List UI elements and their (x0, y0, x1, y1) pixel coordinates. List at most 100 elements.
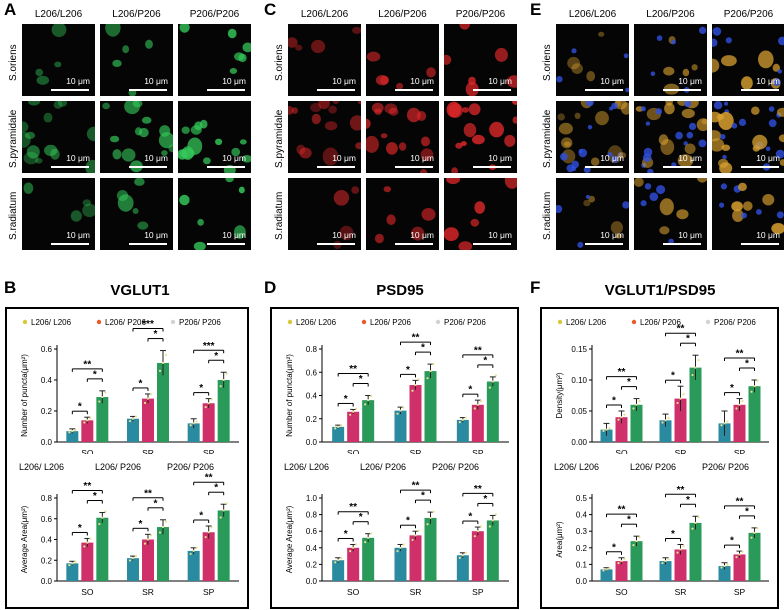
data-point (219, 516, 222, 519)
sig-label: * (483, 494, 487, 505)
cell-body (44, 144, 58, 156)
cell-body (691, 64, 698, 71)
nucleus (640, 106, 646, 112)
region-label: S.oriens (542, 44, 553, 81)
cell-staining (366, 51, 436, 90)
genotype-header: L206/ P206 (95, 462, 141, 472)
data-point (207, 531, 210, 534)
data-point (101, 516, 104, 519)
cell-body (448, 103, 463, 118)
bar (81, 542, 94, 581)
chart-title-vglut1-psd95: VGLUT1/PSD95 (604, 282, 716, 299)
chart-f-density: L206/ L206 L206/ P206 P206/ P206 0.00 0.05 0.… (555, 318, 769, 454)
cell-body (161, 150, 168, 156)
region-label: S.oriens (274, 44, 285, 81)
scale-bar (663, 243, 701, 245)
data-point (726, 420, 729, 423)
chart-b-area: L206/ L206 L206/ P206 P206/ P206 0.0 0.2 0.4 0… (19, 462, 239, 597)
cell-body (227, 28, 237, 39)
cell-body (574, 112, 581, 119)
cell-body (102, 102, 110, 110)
data-point (131, 557, 135, 560)
y-tick-label: 0.8 (306, 345, 318, 354)
cell-body (135, 127, 143, 136)
cell-body (82, 199, 91, 207)
data-point (104, 391, 107, 394)
sig-label: * (93, 491, 97, 502)
data-point (158, 369, 162, 372)
region-label: S.pyramidale (274, 109, 285, 169)
data-point (741, 550, 744, 553)
cell-body (512, 116, 517, 124)
micrograph-tile: 10 μm (22, 24, 95, 96)
micrograph-tile: 10 μm (366, 101, 439, 173)
genotype-label: L206/P206 (378, 9, 427, 20)
data-point (617, 418, 620, 421)
cell-body (610, 221, 623, 234)
y-tick-label: 0.00 (571, 438, 587, 447)
sig-label: *** (142, 319, 154, 330)
sig-label: * (468, 512, 472, 523)
category-label: SO (615, 448, 628, 454)
cell-body (738, 182, 747, 192)
cell-body (664, 102, 675, 115)
data-point (402, 406, 405, 409)
data-point (620, 559, 623, 563)
data-point (352, 546, 355, 549)
nucleus (684, 101, 692, 108)
data-point (726, 563, 729, 566)
cell-body (132, 101, 143, 108)
data-point (476, 530, 479, 533)
y-axis-label: Average Area(μm²) (20, 505, 29, 573)
cell-body (772, 63, 780, 72)
data-point (355, 543, 358, 546)
bar (127, 558, 139, 581)
cell-body (712, 111, 722, 123)
legend-label: P206/ P206 (179, 318, 221, 327)
data-point (667, 417, 670, 420)
cell-body (607, 145, 623, 164)
sig-label: * (745, 359, 749, 370)
bar (217, 380, 230, 442)
micrograph-tile: 10 μm (444, 24, 517, 96)
micrograph-tile: 10 μm (366, 178, 439, 250)
category-label: SR (410, 448, 422, 454)
cell-body (778, 134, 784, 143)
nucleus (644, 183, 652, 190)
cell-body (82, 203, 95, 218)
scale-bar-label: 10 μm (756, 153, 780, 163)
micrograph-tile: 10 μm (366, 24, 439, 96)
data-point (134, 415, 138, 418)
data-point (164, 520, 168, 523)
legend-label: L206/ P206 (370, 318, 411, 327)
cell-staining (23, 182, 95, 222)
bar (81, 420, 94, 442)
nucleus (675, 131, 683, 140)
cell-body (470, 218, 480, 227)
bar (456, 419, 469, 442)
micrograph-tile: 10 μm (712, 178, 784, 250)
category-label: SP (734, 587, 746, 597)
cell-body (239, 139, 247, 145)
bar (96, 397, 109, 442)
bar (424, 517, 437, 581)
data-point (697, 515, 700, 519)
cell-body (567, 56, 580, 70)
scale-bar-label: 10 μm (332, 153, 356, 163)
legend-marker (361, 319, 367, 325)
genotype-header: P206/ P206 (702, 462, 749, 472)
cell-staining (712, 101, 784, 173)
genotype-label: L206/L206 (34, 9, 83, 20)
cell-body (752, 145, 760, 152)
y-tick-label: 0.8 (41, 494, 53, 503)
bar (332, 426, 345, 442)
nucleus (656, 185, 666, 195)
cell-staining (366, 102, 434, 173)
data-point (458, 556, 461, 559)
cell-body (35, 158, 43, 164)
scale-bar (473, 243, 511, 245)
cell-body (311, 39, 326, 54)
data-point (104, 510, 107, 513)
category-label: SP (734, 448, 746, 454)
nucleus (725, 37, 732, 44)
